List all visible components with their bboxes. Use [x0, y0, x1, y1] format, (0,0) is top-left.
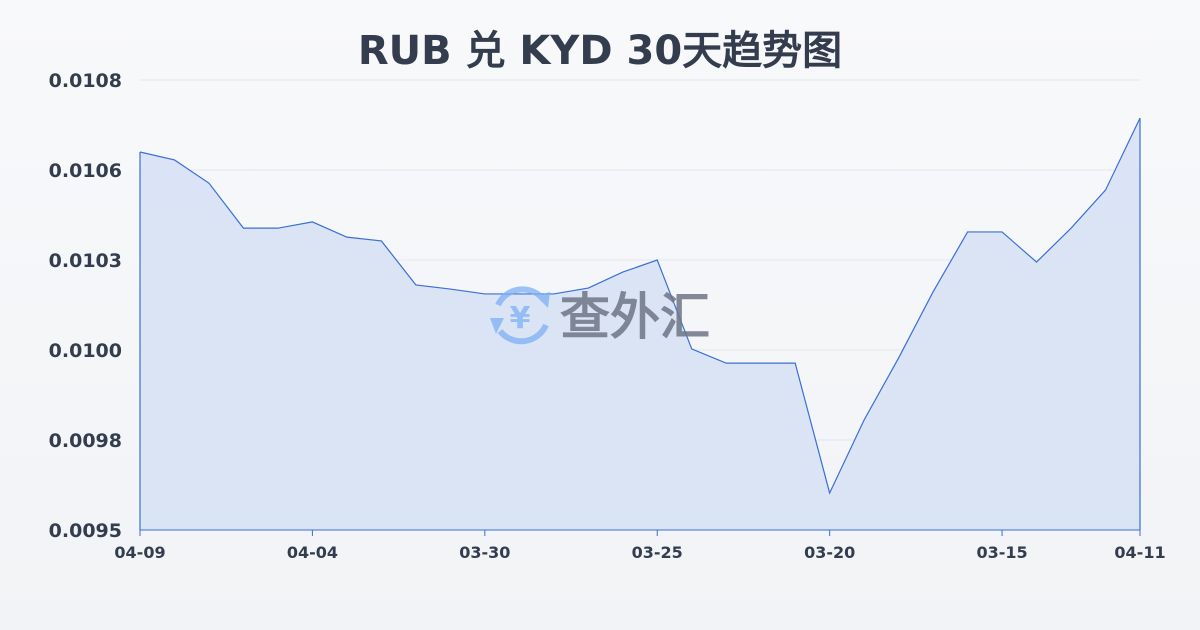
x-tick-label: 04-11	[1114, 543, 1165, 562]
y-tick-label: 0.0103	[49, 250, 122, 272]
svg-text:¥: ¥	[510, 301, 531, 336]
watermark-text: 查外汇	[560, 288, 710, 346]
yen-exchange-icon: ¥	[490, 286, 550, 345]
series-line	[139, 117, 1141, 495]
area-fill	[140, 118, 1140, 531]
y-tick-label: 0.0108	[49, 70, 122, 92]
x-tick-label: 03-30	[459, 543, 510, 562]
chart-title: RUB 兑 KYD 30天趋势图	[357, 28, 843, 74]
y-tick-label: 0.0106	[49, 160, 122, 182]
y-tick-label: 0.0098	[49, 430, 122, 452]
x-tick-label: 03-15	[976, 543, 1027, 562]
x-tick-label: 04-04	[287, 543, 338, 562]
x-tick-label: 03-25	[632, 543, 683, 562]
y-tick-label: 0.0095	[49, 520, 122, 542]
y-tick-label: 0.0100	[49, 340, 122, 362]
x-tick-label: 03-20	[804, 543, 855, 562]
x-tick-label: 04-09	[114, 543, 165, 562]
